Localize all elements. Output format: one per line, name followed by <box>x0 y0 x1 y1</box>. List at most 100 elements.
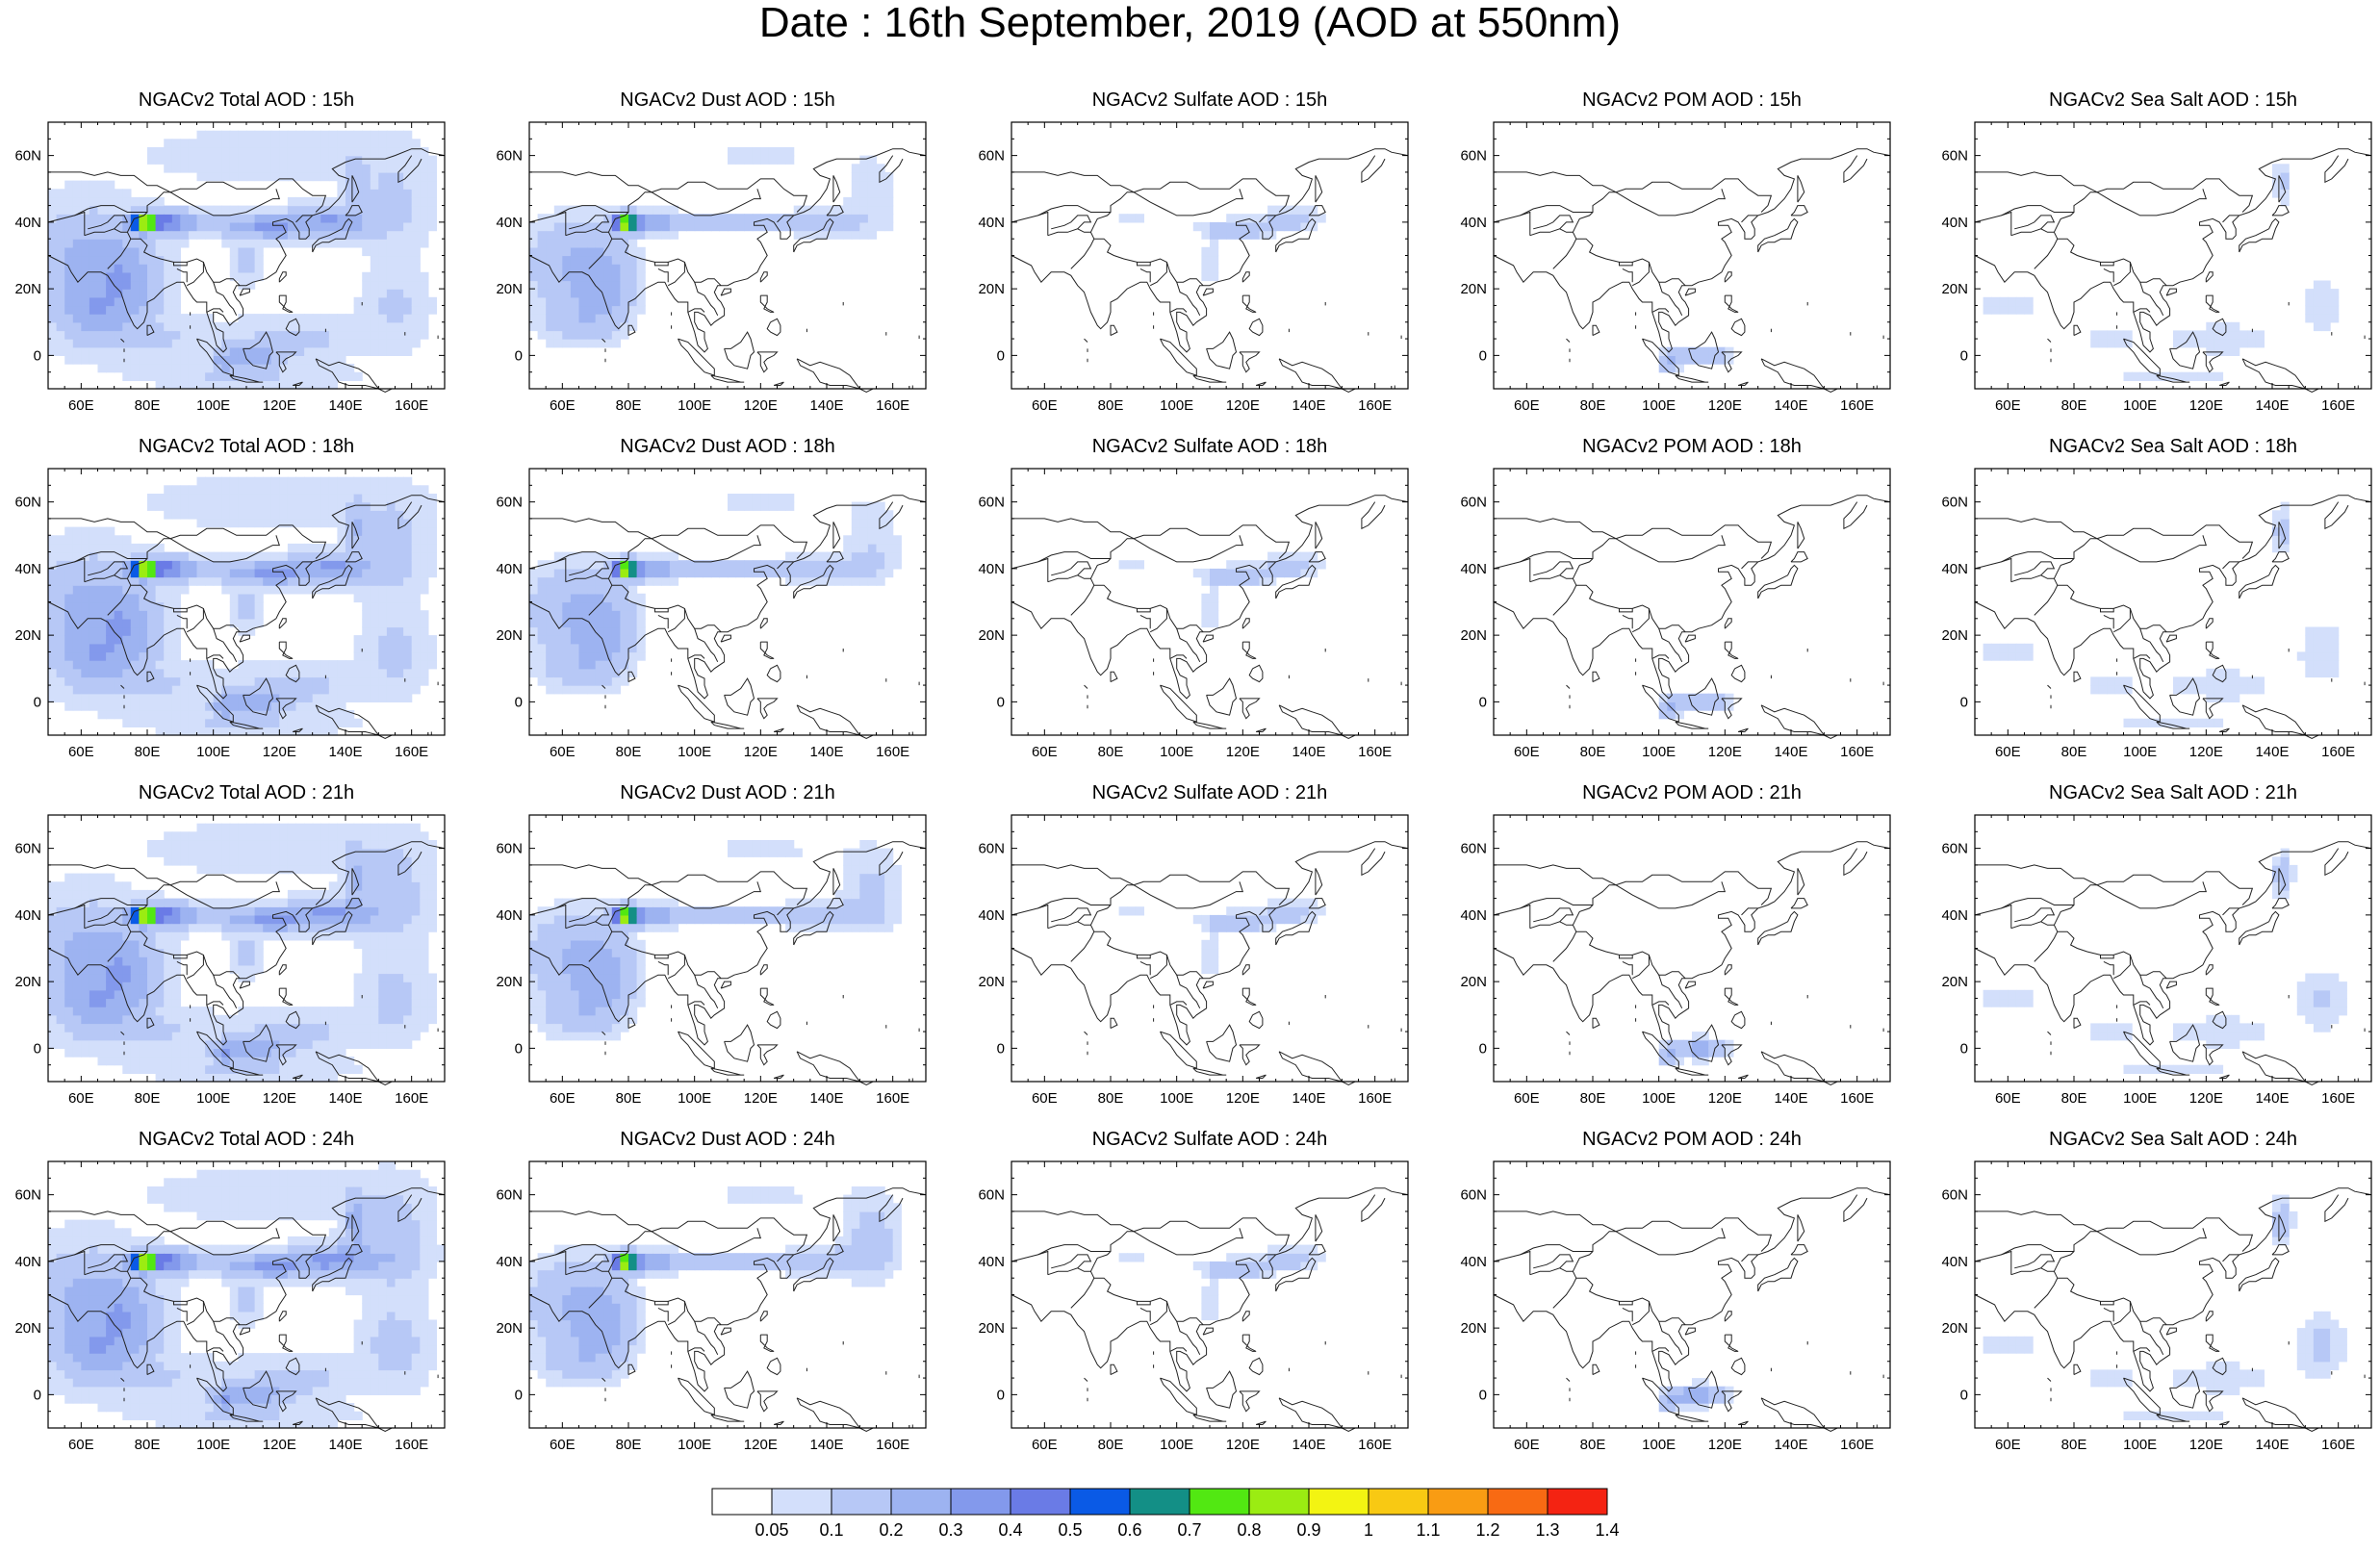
aod-cell <box>90 931 98 940</box>
aod-cell <box>378 494 387 502</box>
aod-cell <box>320 380 329 389</box>
aod-cell <box>139 289 147 297</box>
aod-cell <box>810 214 819 222</box>
aod-cell <box>529 281 538 290</box>
aod-cell <box>371 535 379 544</box>
aod-cell <box>90 256 98 265</box>
aod-cell <box>313 676 321 685</box>
aod-cell <box>115 1040 123 1049</box>
aod-cell <box>587 685 596 694</box>
aod-cell <box>230 330 239 339</box>
aod-cell <box>156 931 165 940</box>
aod-cell <box>246 131 255 140</box>
aod-cell <box>147 974 156 982</box>
aod-cell <box>64 949 73 957</box>
aod-cell <box>362 339 371 347</box>
aod-cell <box>296 502 305 511</box>
aod-cell <box>538 322 547 331</box>
coastline <box>2002 525 2253 562</box>
aod-cell <box>172 372 181 381</box>
aod-cell <box>57 552 65 561</box>
x-tick-label: 80E <box>135 744 161 760</box>
aod-cell <box>64 1023 73 1032</box>
aod-cell <box>255 322 264 331</box>
coastline <box>1742 216 1758 222</box>
aod-cell <box>73 956 82 965</box>
aod-cell <box>57 619 65 627</box>
aod-cell <box>670 577 678 586</box>
aod-cell <box>420 619 428 627</box>
aod-cell <box>164 139 172 147</box>
aod-cell <box>246 619 255 627</box>
coastline <box>1134 535 1242 562</box>
aod-cell <box>147 222 156 231</box>
aod-cell <box>172 849 181 857</box>
aod-cell <box>760 214 769 222</box>
aod-cell <box>1242 577 1251 586</box>
aod-cell <box>197 1015 206 1024</box>
aod-cell <box>546 569 554 577</box>
coastline <box>1623 268 1632 282</box>
aod-field <box>48 477 437 736</box>
coastline <box>1170 655 1187 659</box>
aod-cell <box>147 1032 156 1040</box>
coastline <box>688 309 704 313</box>
aod-cell <box>81 322 90 331</box>
aod-cell <box>106 701 115 710</box>
aod-cell <box>64 330 73 339</box>
aod-cell <box>628 231 637 240</box>
aod-cell <box>362 510 371 519</box>
aod-cell <box>603 619 612 627</box>
aod-cell <box>628 651 637 660</box>
aod-cell <box>230 552 239 561</box>
aod-cell <box>2025 305 2034 314</box>
aod-cell <box>2305 660 2314 669</box>
aod-cell <box>1991 651 2000 660</box>
aod-cell <box>48 998 57 1007</box>
aod-cell <box>835 222 844 231</box>
aod-cell <box>362 289 371 297</box>
aod-cell <box>57 956 65 965</box>
aod-cell <box>760 156 769 165</box>
aod-cell <box>164 347 172 356</box>
aod-cell <box>2206 719 2214 727</box>
aod-cell <box>2314 305 2322 314</box>
aod-cell <box>214 727 222 735</box>
aod-cell <box>554 676 563 685</box>
aod-cell <box>164 1048 172 1057</box>
aod-cell <box>246 264 255 272</box>
coastline <box>1521 525 1772 562</box>
aod-cell <box>337 494 345 502</box>
aod-cell <box>64 569 73 577</box>
aod-cell <box>98 347 107 356</box>
coastline <box>1649 608 1685 631</box>
aod-cell <box>546 214 554 222</box>
aod-cell <box>320 694 329 702</box>
aod-cell <box>371 685 379 694</box>
coastline <box>2002 179 2253 216</box>
aod-cell <box>2223 694 2232 702</box>
coastline <box>760 272 767 282</box>
aod-cell <box>596 619 604 627</box>
aod-cell <box>246 710 255 719</box>
aod-cell <box>296 477 305 486</box>
aod-cell <box>2124 330 2133 339</box>
aod-cell <box>172 719 181 727</box>
aod-cell <box>728 222 736 231</box>
aod-cell <box>396 206 404 215</box>
x-tick-label: 100E <box>2123 744 2157 760</box>
aod-cell <box>546 560 554 569</box>
coastline <box>1533 216 1573 229</box>
aod-cell <box>637 297 646 306</box>
aod-cell <box>2090 330 2099 339</box>
aod-cell <box>396 297 404 306</box>
aod-cell <box>156 619 165 627</box>
aod-cell <box>304 197 313 206</box>
aod-cell <box>1201 619 1210 627</box>
aod-cell <box>221 485 230 494</box>
aod-cell <box>1300 552 1309 561</box>
aod-cell <box>2330 644 2339 652</box>
aod-cell <box>579 676 588 685</box>
